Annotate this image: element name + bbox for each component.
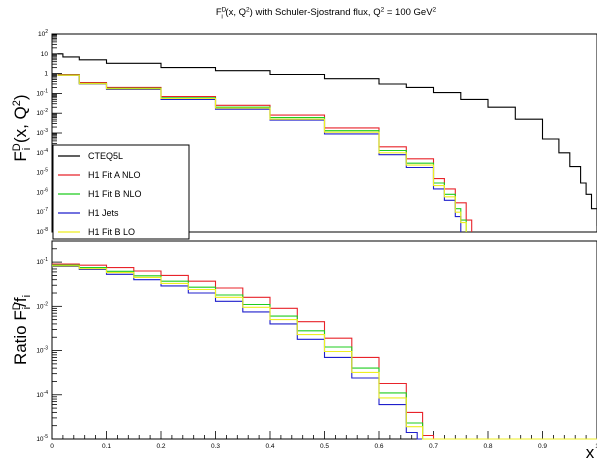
bottom-y-tick-label: 10-3 xyxy=(36,346,48,355)
top-y-tick-label: 10 xyxy=(41,51,49,58)
top-series-h1-jets xyxy=(57,74,462,232)
top-y-tick-label: 102 xyxy=(38,29,48,38)
bottom-y-tick-label: 10-4 xyxy=(36,390,48,399)
bottom-series-h1-fit-b-lo xyxy=(52,265,597,440)
top-panel: 102 10 1 10-1 10-2 10-3 10-4 10-5 10-6 10-7 10-8 F… xyxy=(11,29,597,240)
x-axis-label: x xyxy=(586,443,595,462)
x-tick-label: 1 xyxy=(595,443,597,450)
bottom-y-tick-label: 10-2 xyxy=(36,301,48,310)
top-y-tick-label: 10-2 xyxy=(36,108,48,117)
top-y-tick-label: 10-8 xyxy=(36,227,48,236)
legend-label: H1 Jets xyxy=(88,208,119,218)
top-y-axis-label: FDi (x, Q2) xyxy=(11,94,33,161)
x-tick-label: 0.2 xyxy=(156,443,165,450)
bottom-y-tick-label: 10-5 xyxy=(36,434,48,443)
top-series-cteq5l xyxy=(57,53,597,226)
top-y-tick-label: 10-5 xyxy=(36,168,48,177)
bottom-y-ticks: 10-1 10-2 10-3 10-4 10-5 xyxy=(36,248,62,443)
bottom-y-tick-label: 10-1 xyxy=(36,257,48,266)
legend-entries: CTEQ5L H1 Fit A NLO H1 Fit B NLO H1 Jets H1 … xyxy=(58,151,142,237)
legend-box xyxy=(52,144,190,240)
bottom-series-h1-fit-b-nlo xyxy=(52,264,597,440)
x-tick-label: 0.7 xyxy=(429,443,438,450)
x-tick-label: 0.3 xyxy=(211,443,220,450)
legend: CTEQ5L H1 Fit A NLO H1 Fit B NLO H1 Jets H1 … xyxy=(52,144,190,240)
x-tick-label: 0.8 xyxy=(483,443,492,450)
x-tick-label: 0.5 xyxy=(320,443,329,450)
top-y-tick-label: 10-4 xyxy=(36,148,48,157)
bottom-panel: 10-1 10-2 10-3 10-4 10-5 0 0.1 0.2 0.3 0.4 0.5 0.6… xyxy=(11,240,597,462)
top-y-tick-label: 10-3 xyxy=(36,128,48,137)
x-tick-label: 0.1 xyxy=(102,443,111,450)
legend-label: H1 Fit B NLO xyxy=(88,189,142,199)
x-tick-label: 0.4 xyxy=(265,443,274,450)
x-tick-label: 0 xyxy=(50,443,54,450)
bottom-y-axis-label: Ratio FDi/fi xyxy=(11,295,33,365)
x-tick-label: 0.6 xyxy=(374,443,383,450)
top-y-tick-label: 10-7 xyxy=(36,207,48,216)
x-tick-label: 0.9 xyxy=(538,443,547,450)
legend-label: H1 Fit A NLO xyxy=(88,170,141,180)
bottom-x-ticks: 0 0.1 0.2 0.3 0.4 0.5 0.6 0.7 0.8 0.9 1 xyxy=(50,431,597,450)
legend-label: CTEQ5L xyxy=(88,151,123,161)
chart-title: FD i (x, Q2) with Schuler-Sjostrand flux,… xyxy=(216,7,437,21)
top-y-tick-label: 10-6 xyxy=(36,187,48,196)
top-series-group xyxy=(57,53,597,232)
top-y-tick-label: 1 xyxy=(44,71,48,78)
bottom-series-group xyxy=(52,263,597,440)
top-y-tick-label: 10-1 xyxy=(36,88,48,97)
legend-label: H1 Fit B LO xyxy=(88,227,135,237)
top-series-h1-fit-b-lo xyxy=(57,74,467,232)
